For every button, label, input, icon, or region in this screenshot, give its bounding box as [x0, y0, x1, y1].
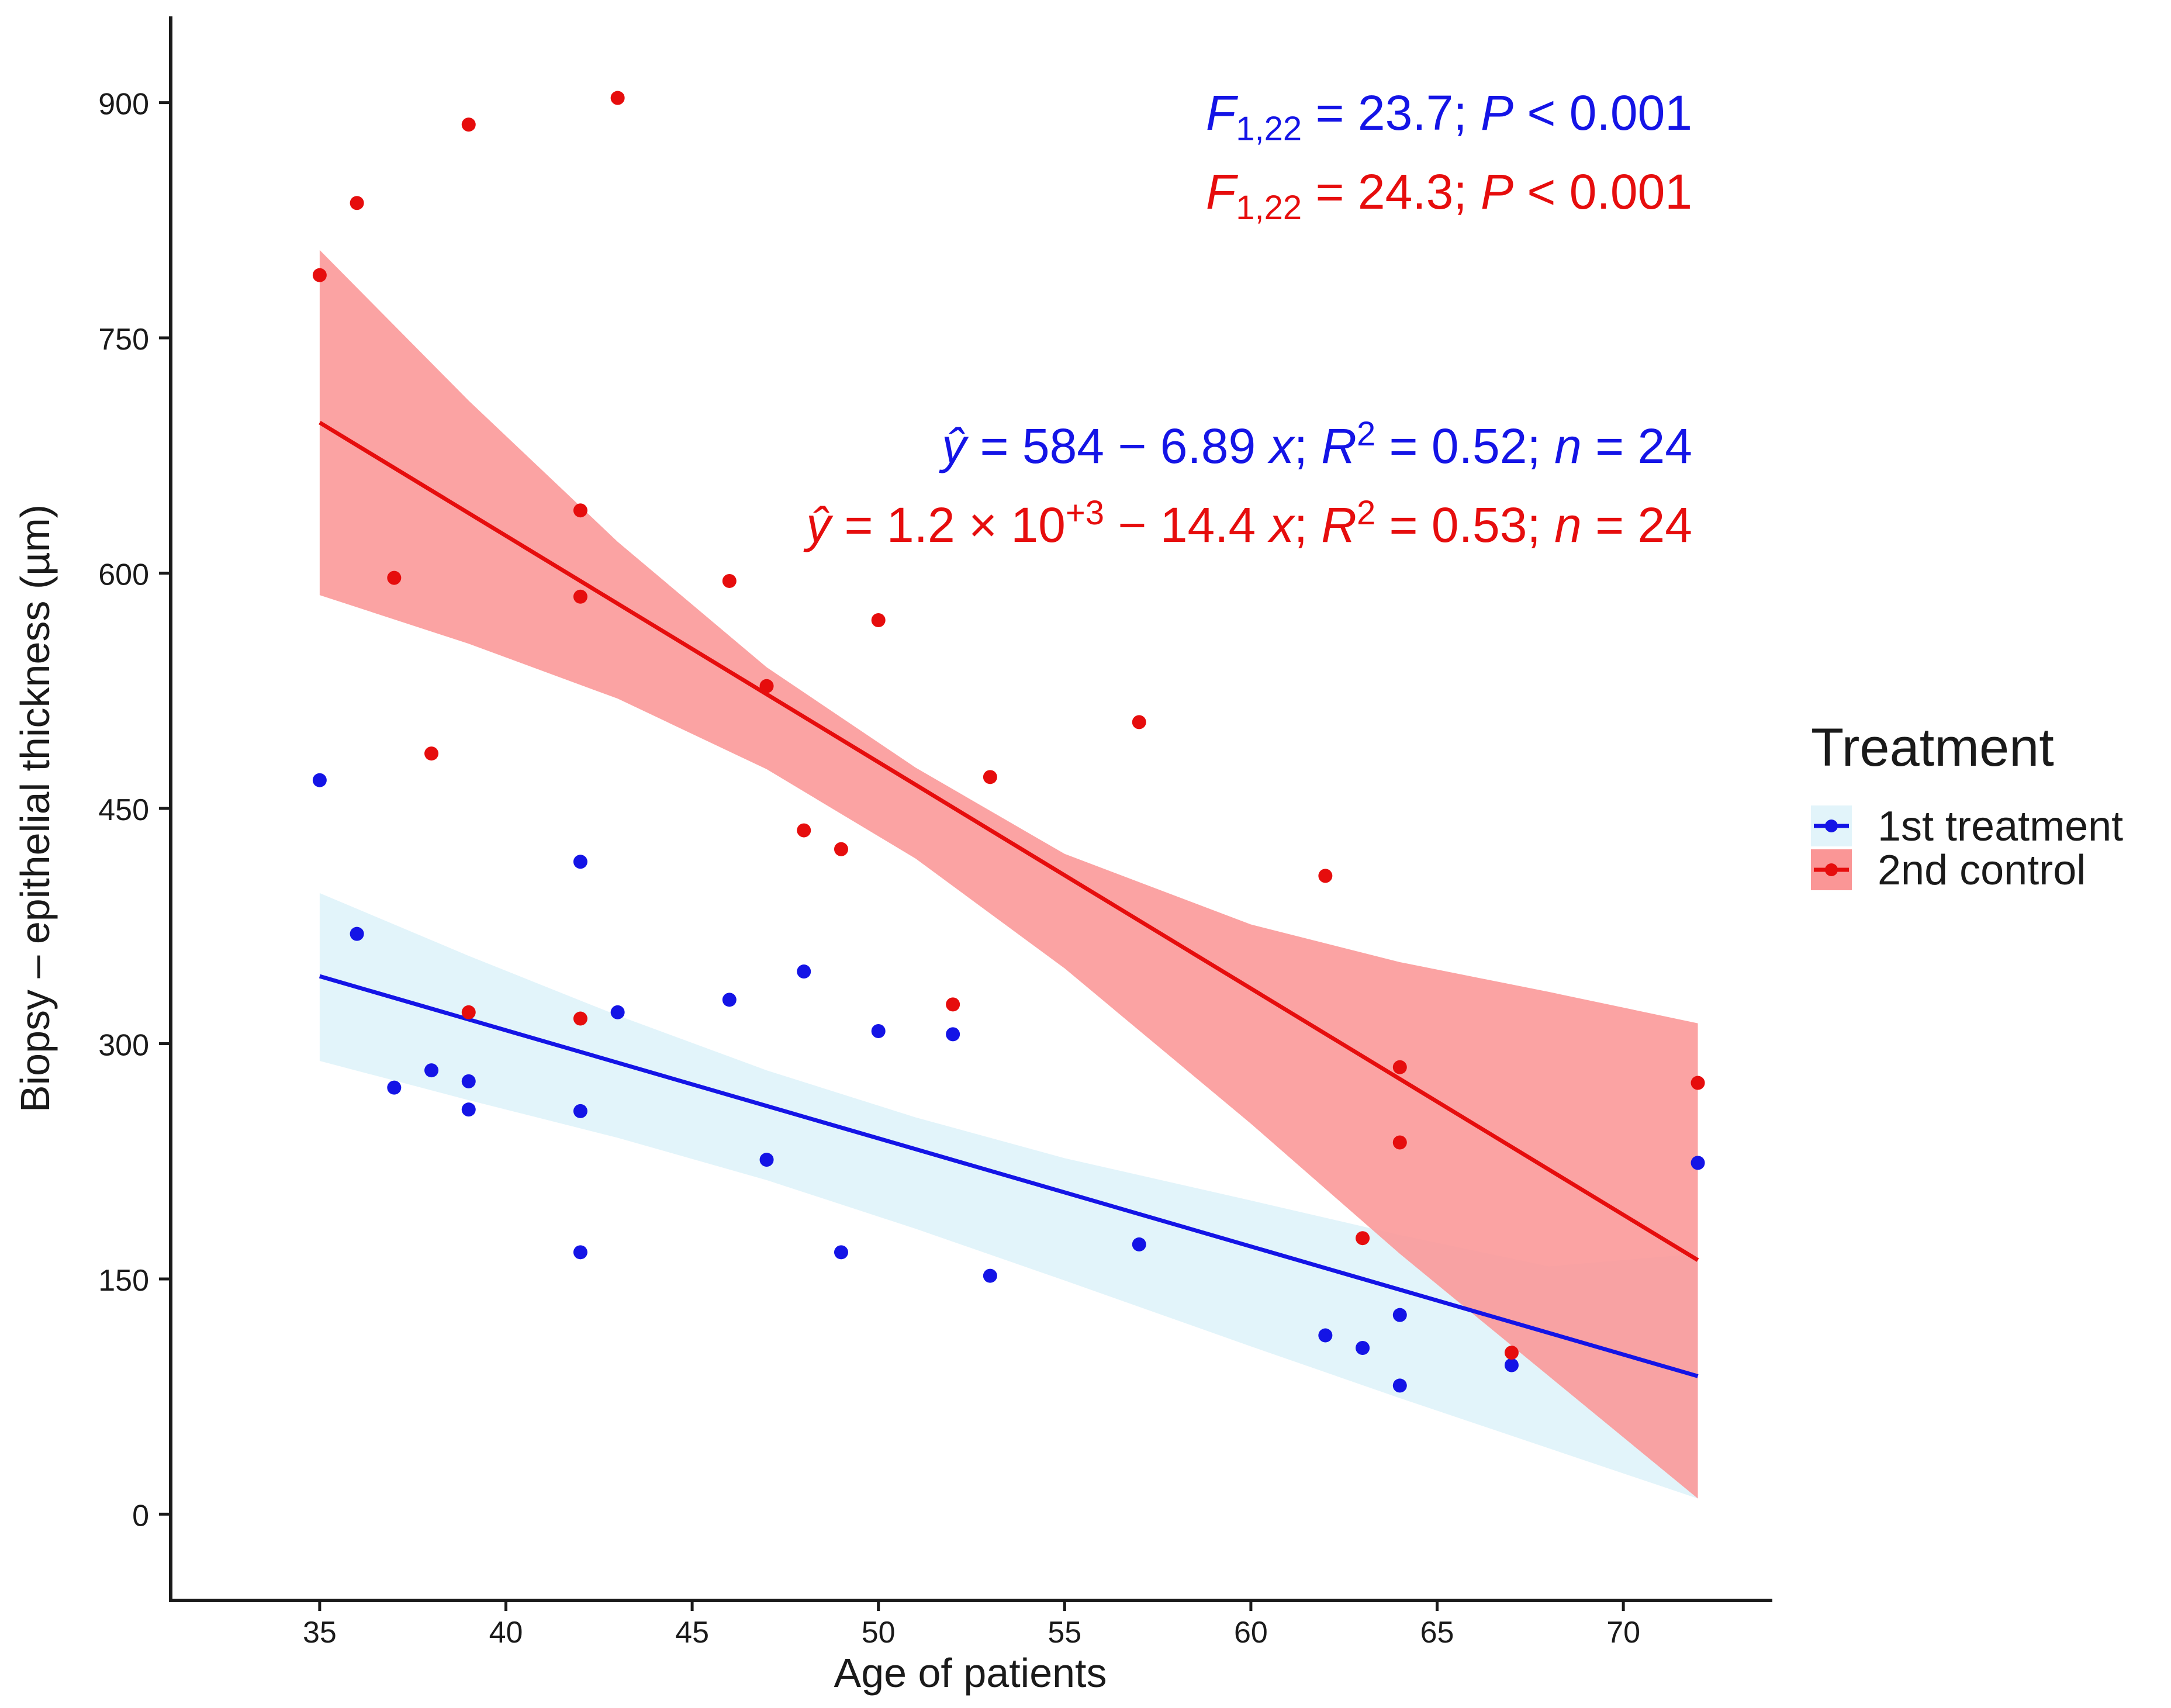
data-point-s2-11	[722, 573, 737, 588]
data-point-s2-14	[834, 842, 848, 856]
legend-point-1	[1825, 820, 1838, 832]
data-point-s1-13	[797, 964, 811, 979]
data-point-s2-24	[1691, 1076, 1705, 1090]
data-point-s2-17	[983, 770, 997, 784]
data-point-s2-2	[350, 196, 364, 210]
data-point-s1-6	[461, 1102, 476, 1117]
y-tick-label: 600	[98, 558, 149, 592]
data-point-s2-19	[1318, 869, 1333, 883]
data-point-s2-21	[1392, 1060, 1407, 1074]
data-point-s1-24	[1691, 1156, 1705, 1170]
data-point-s1-8	[573, 1104, 587, 1118]
ftest-annotation-1: F1,22 = 23.7; P < 0.001	[1206, 85, 1692, 148]
data-point-s2-20	[1356, 1231, 1370, 1246]
x-tick-label: 65	[1420, 1616, 1454, 1650]
data-point-s1-2	[350, 926, 364, 941]
x-tick-label: 60	[1234, 1616, 1268, 1650]
data-point-s1-16	[946, 1027, 960, 1042]
data-point-s1-19	[1318, 1328, 1333, 1343]
x-tick-label: 50	[862, 1616, 896, 1650]
data-point-s1-7	[573, 855, 587, 869]
confidence-band-1	[319, 893, 1698, 1499]
fit-line-2	[319, 420, 1699, 1262]
legend-title: Treatment	[1811, 718, 2054, 777]
y-tick-label: 450	[98, 793, 149, 827]
data-points	[312, 91, 1705, 1393]
y-tick-label: 900	[98, 88, 149, 122]
data-point-s1-15	[871, 1024, 886, 1039]
y-tick-label: 300	[98, 1028, 149, 1062]
data-point-s1-20	[1356, 1341, 1370, 1356]
x-tick-label: 45	[675, 1616, 709, 1650]
data-point-s2-22	[1392, 1135, 1407, 1150]
data-point-s1-23	[1504, 1358, 1519, 1372]
data-point-s2-8	[573, 589, 587, 604]
legend-label-1: 1st treatment	[1878, 803, 2123, 850]
equation-annotations: F1,22 = 23.7; P < 0.001 F1,22 = 24.3; P <…	[803, 85, 1692, 552]
data-point-s1-21	[1392, 1308, 1407, 1322]
fit-line-1	[319, 974, 1699, 1378]
data-point-s1-14	[834, 1245, 848, 1260]
data-point-s2-4	[424, 746, 439, 761]
data-point-s2-9	[573, 1011, 587, 1026]
y-tick-label: 150	[98, 1264, 149, 1298]
data-point-s2-23	[1504, 1346, 1519, 1360]
data-point-s1-22	[1392, 1378, 1407, 1393]
data-point-s1-18	[1132, 1237, 1146, 1251]
regression-equation-1: ŷ = 584 − 6.89 x; R2 = 0.52; n = 24	[939, 415, 1692, 473]
data-point-s2-18	[1132, 715, 1146, 729]
data-point-s2-10	[610, 91, 625, 105]
data-point-s2-7	[573, 503, 587, 518]
data-point-s1-10	[610, 1005, 625, 1019]
data-point-s2-12	[759, 679, 774, 693]
data-point-s2-6	[461, 1005, 476, 1019]
x-tick-label: 70	[1606, 1616, 1640, 1650]
regression-equation-2: ŷ = 1.2 × 10+3 − 14.4 x; R2 = 0.53; n = …	[803, 494, 1692, 552]
confidence-bands	[319, 250, 1698, 1499]
data-point-s1-1	[312, 773, 327, 787]
x-tick-label: 55	[1048, 1616, 1081, 1650]
x-axis-title: Age of patients	[834, 1650, 1107, 1696]
legend-point-2	[1825, 863, 1838, 876]
data-point-s1-4	[424, 1063, 439, 1078]
ftest-annotation-2: F1,22 = 24.3; P < 0.001	[1206, 164, 1692, 227]
y-axis-title: Biopsy – epithelial thickness (µm)	[12, 504, 58, 1112]
data-point-s2-13	[797, 823, 811, 838]
confidence-band-2	[319, 250, 1698, 1499]
data-point-s2-15	[871, 613, 886, 628]
data-point-s2-1	[312, 268, 327, 282]
data-point-s1-5	[461, 1074, 476, 1088]
fit-lines	[319, 420, 1699, 1378]
data-point-s1-3	[387, 1080, 402, 1095]
data-point-s1-11	[722, 993, 737, 1007]
x-axis-ticks: 35 40 45 50 55 60 65 70	[303, 1600, 1640, 1650]
data-point-s1-17	[983, 1268, 997, 1283]
y-axis-ticks: 0 150 300 450 600 750 900	[98, 88, 171, 1533]
x-tick-label: 40	[489, 1616, 523, 1650]
data-point-s2-5	[461, 117, 476, 132]
y-tick-label: 750	[98, 323, 149, 357]
y-tick-label: 0	[132, 1499, 149, 1533]
legend-label-2: 2nd control	[1878, 847, 2086, 894]
x-tick-label: 35	[303, 1616, 337, 1650]
data-point-s1-12	[759, 1153, 774, 1167]
data-point-s2-3	[387, 571, 402, 585]
data-point-s1-9	[573, 1245, 587, 1260]
data-point-s2-16	[946, 997, 960, 1012]
